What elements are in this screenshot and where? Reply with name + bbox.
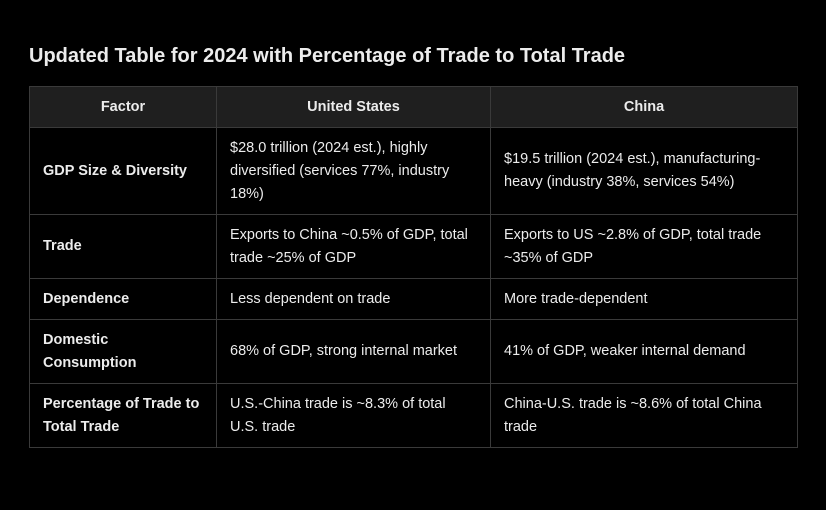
table-row: Trade Exports to China ~0.5% of GDP, tot… <box>29 214 798 279</box>
us-cell: 68% of GDP, strong internal market <box>216 319 491 384</box>
china-cell: 41% of GDP, weaker internal demand <box>490 319 798 384</box>
us-cell: Less dependent on trade <box>216 278 491 320</box>
us-cell: U.S.-China trade is ~8.3% of total U.S. … <box>216 383 491 448</box>
table-row: Dependence Less dependent on trade More … <box>29 278 798 320</box>
china-cell: $19.5 trillion (2024 est.), manufacturin… <box>490 127 798 215</box>
header-factor: Factor <box>29 86 217 128</box>
table-header: Factor United States China <box>29 86 798 128</box>
factor-cell: Trade <box>29 214 217 279</box>
header-united-states: United States <box>216 86 491 128</box>
factor-cell: Domestic Consumption <box>29 319 217 384</box>
table-row: GDP Size & Diversity $28.0 trillion (202… <box>29 127 798 215</box>
page-title: Updated Table for 2024 with Percentage o… <box>29 45 626 67</box>
table-row: Percentage of Trade to Total Trade U.S.-… <box>29 383 798 448</box>
header-row: Factor United States China <box>29 86 798 128</box>
table-row: Domestic Consumption 68% of GDP, strong … <box>29 319 798 384</box>
us-cell: $28.0 trillion (2024 est.), highly diver… <box>216 127 491 215</box>
header-china: China <box>490 86 798 128</box>
china-cell: Exports to US ~2.8% of GDP, total trade … <box>490 214 798 279</box>
china-cell: More trade-dependent <box>490 278 798 320</box>
table-body: GDP Size & Diversity $28.0 trillion (202… <box>29 127 798 448</box>
china-cell: China-U.S. trade is ~8.6% of total China… <box>490 383 798 448</box>
comparison-table: Factor United States China GDP Size & Di… <box>29 86 798 448</box>
factor-cell: GDP Size & Diversity <box>29 127 217 215</box>
us-cell: Exports to China ~0.5% of GDP, total tra… <box>216 214 491 279</box>
factor-cell: Dependence <box>29 278 217 320</box>
factor-cell: Percentage of Trade to Total Trade <box>29 383 217 448</box>
